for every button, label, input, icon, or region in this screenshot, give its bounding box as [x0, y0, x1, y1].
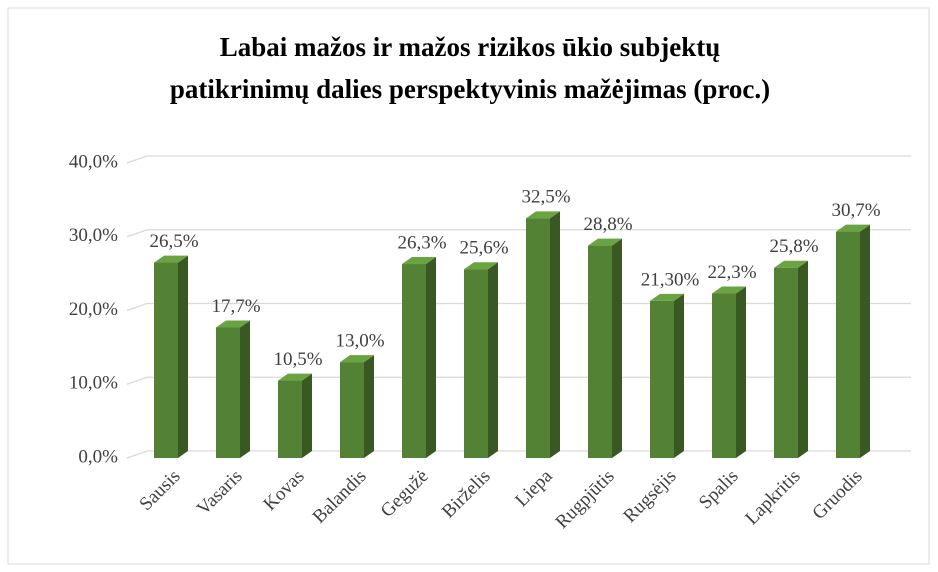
bar-top	[154, 255, 188, 263]
bar-side	[612, 238, 622, 458]
bar-top	[216, 320, 250, 328]
data-label: 30,7%	[831, 200, 880, 221]
grid-line	[126, 229, 911, 238]
bar-top	[402, 257, 436, 265]
bar-side	[674, 293, 684, 458]
bar	[650, 300, 674, 458]
y-tick-label: 20,0%	[69, 299, 118, 320]
bar	[464, 269, 488, 458]
grid-line	[126, 155, 911, 164]
data-label: 13,0%	[335, 330, 384, 351]
bar-side	[488, 262, 498, 458]
bar-top	[712, 286, 746, 294]
bar-top	[340, 355, 374, 363]
bar-top	[774, 260, 808, 268]
bar-side	[364, 355, 374, 458]
y-tick-label: 30,0%	[69, 225, 118, 246]
bar	[402, 264, 426, 458]
data-label: 22,3%	[707, 262, 756, 283]
bar	[712, 293, 736, 458]
data-label: 17,7%	[211, 296, 260, 317]
data-label: 25,6%	[459, 238, 508, 259]
data-label: 28,8%	[583, 214, 632, 235]
data-label: 26,3%	[397, 232, 446, 253]
bar-side	[736, 286, 746, 458]
chart-title: patikrinimų dalies perspektyvinis mažėji…	[170, 74, 770, 104]
bar-top	[836, 224, 870, 232]
bar	[154, 262, 178, 458]
y-tick-label: 10,0%	[69, 373, 118, 394]
bar	[216, 327, 240, 458]
bar-top	[278, 373, 312, 381]
chart-title: Labai mažos ir mažos rizikos ūkio subjek…	[220, 32, 721, 62]
bar	[836, 231, 860, 458]
bar-side	[426, 257, 436, 458]
y-tick-label: 40,0%	[69, 151, 118, 172]
bar	[340, 362, 364, 458]
bar-side	[302, 373, 312, 458]
data-label: 32,5%	[521, 187, 570, 208]
bar	[526, 218, 550, 458]
bar-top	[526, 211, 560, 219]
y-tick-label: 0,0%	[78, 446, 118, 467]
bar-top	[464, 262, 498, 270]
bar-side	[178, 255, 188, 458]
bar-side	[860, 224, 870, 458]
bar-side	[240, 320, 250, 458]
data-label: 21,30%	[641, 269, 700, 290]
bar	[774, 267, 798, 458]
data-label: 25,8%	[769, 236, 818, 257]
bar-side	[550, 211, 560, 458]
data-label: 10,5%	[273, 349, 322, 370]
bar	[588, 245, 612, 458]
data-label: 26,5%	[149, 231, 198, 252]
bar	[278, 380, 302, 458]
bar-top	[650, 293, 684, 301]
bar-top	[588, 238, 622, 246]
bar-side	[798, 260, 808, 458]
